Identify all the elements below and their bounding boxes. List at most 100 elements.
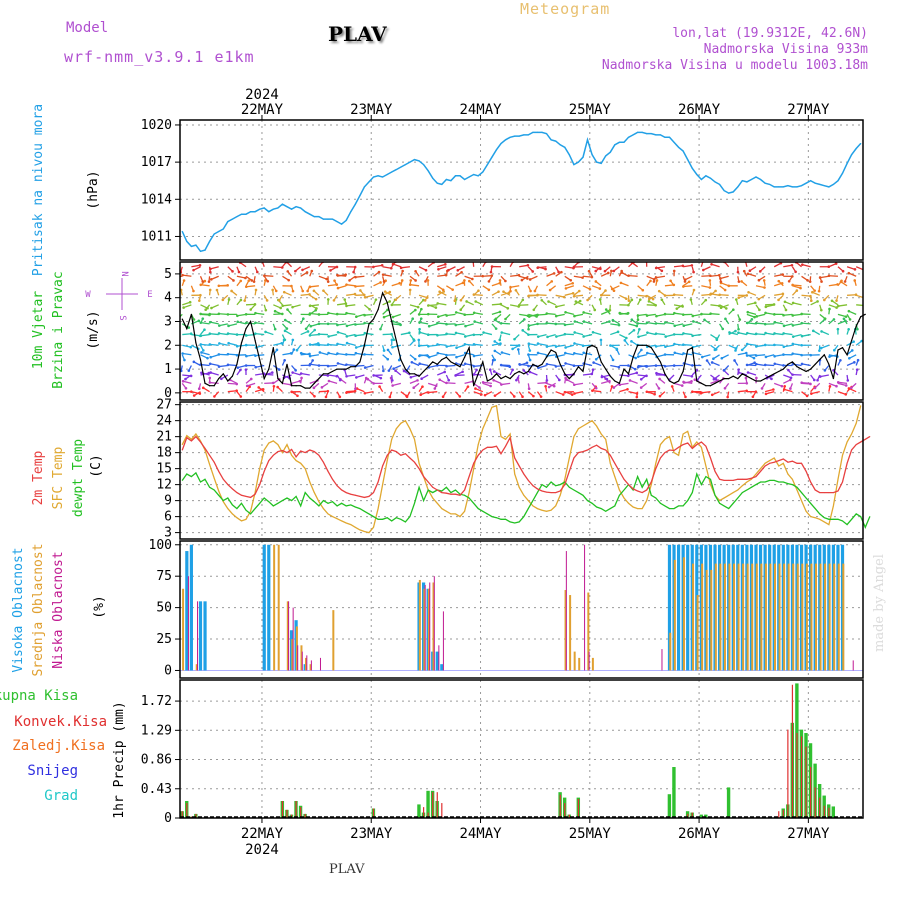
- wind-arrow-head: [394, 369, 397, 372]
- wind-speed-point: [382, 292, 384, 294]
- sfc-temp-point: [536, 508, 538, 510]
- wind-arrow: [200, 363, 210, 367]
- wind-arrow: [564, 282, 573, 287]
- wind-arrow: [828, 283, 838, 287]
- wind-arrow: [747, 371, 757, 376]
- wind-arrow: [737, 352, 747, 356]
- sfc-temp-point: [810, 516, 812, 518]
- temp-2m-point: [810, 481, 812, 483]
- wind-arrow-head: [206, 356, 209, 360]
- temp-2m-point: [286, 452, 288, 454]
- wind-arrow-head: [249, 377, 253, 381]
- temp-2m-point: [473, 462, 475, 464]
- wind-arrow: [255, 354, 265, 357]
- wind-arrow: [365, 364, 374, 369]
- wind-arrow: [692, 333, 702, 337]
- wind-arrow-head: [410, 360, 414, 364]
- wind-arrow: [301, 372, 310, 376]
- temp-2m-point: [209, 454, 211, 456]
- text-layer: 1011101410171020012345369121518212427025…: [0, 87, 830, 858]
- wind-arrow-head: [498, 310, 502, 314]
- wind-arrow: [801, 363, 811, 367]
- wind-arrow: [282, 382, 292, 386]
- panel-frame: [179, 261, 864, 401]
- wind-arrow-head: [454, 374, 457, 377]
- wind-speed-point: [509, 377, 511, 380]
- wind-speed-point: [696, 380, 698, 382]
- wind-speed-point: [345, 368, 347, 370]
- wind-speed-point: [600, 361, 602, 363]
- wind-arrow: [474, 312, 483, 315]
- dewpoint-point: [869, 516, 871, 518]
- wind-arrow: [792, 313, 802, 317]
- wind-axis-title: 10m Vjetar: [31, 291, 46, 369]
- wind-arrow-head: [800, 353, 803, 357]
- wind-arrow-head: [591, 389, 594, 392]
- wind-arrow-head: [720, 356, 724, 360]
- wind-arrow: [419, 344, 429, 347]
- wind-arrow-head: [332, 299, 336, 302]
- wind-arrow-head: [254, 365, 257, 369]
- wind-arrow-head: [712, 377, 716, 381]
- wind-arrow: [774, 354, 784, 357]
- total-precip-bar: [672, 767, 676, 818]
- wind-arrow: [711, 391, 720, 396]
- wind-arrow-head: [780, 384, 784, 388]
- mid-cloud-bar: [569, 595, 572, 671]
- wind-arrow-head: [818, 375, 822, 378]
- pressure-point: [208, 240, 211, 243]
- wind-arrow: [282, 352, 292, 356]
- wind-arrow-head: [839, 280, 843, 284]
- dewpoint-point: [668, 508, 670, 510]
- meteogram-title: Meteogram: [520, 0, 611, 18]
- wind-arrow: [392, 382, 402, 387]
- wind-arrow: [564, 292, 574, 296]
- dewpoint-point: [291, 500, 293, 502]
- wind-arrow-head: [312, 289, 316, 293]
- wind-speed-point: [759, 380, 762, 382]
- dewpoint-point: [691, 492, 693, 494]
- wind-arrow-head: [345, 335, 349, 338]
- high-cloud-bar: [189, 544, 193, 671]
- pressure-point: [236, 216, 238, 218]
- y-tick-label: 0: [164, 663, 172, 678]
- mid-cloud-bar: [332, 610, 335, 671]
- wind-arrow-head: [472, 333, 476, 337]
- dewpoint-point: [814, 508, 816, 510]
- wind-speed-point: [290, 385, 293, 387]
- wind-speed-point: [368, 323, 370, 325]
- wind-arrow-head: [273, 309, 277, 313]
- wind-arrow: [683, 374, 692, 377]
- temp-2m-point: [236, 492, 238, 494]
- wind-arrow-head: [294, 269, 297, 273]
- dewpoint-point: [587, 500, 589, 502]
- pressure-point: [518, 135, 520, 137]
- wind-arrow-head: [477, 289, 480, 293]
- conv-precip-bar: [564, 803, 566, 818]
- wind-arrow: [537, 382, 547, 384]
- temp-2m-point: [441, 492, 443, 494]
- dewpoint-point: [345, 505, 347, 507]
- pressure-point: [427, 170, 429, 172]
- wind-arrow-head: [471, 277, 474, 281]
- sfc-temp-point: [218, 490, 220, 492]
- mid-cloud-bar: [837, 563, 840, 671]
- wind-arrow: [820, 275, 829, 279]
- wind-arrow: [309, 333, 319, 337]
- wind-arrow-head: [327, 379, 331, 383]
- wind-arrow-head: [604, 308, 608, 311]
- wind-arrow: [846, 361, 855, 367]
- wind-arrow: [537, 313, 547, 316]
- wind-arrow: [218, 364, 228, 368]
- dewpoint-point: [350, 504, 352, 506]
- sfc-temp-point: [646, 500, 648, 502]
- sfc-temp-point: [236, 517, 238, 519]
- wind-arrow: [328, 312, 338, 315]
- wind-arrow-head: [742, 269, 746, 273]
- sfc-temp-point: [587, 422, 589, 424]
- wind-arrow-head: [344, 273, 347, 276]
- wind-arrow-head: [646, 331, 649, 334]
- dewpoint-point: [837, 518, 839, 520]
- wind-arrow: [637, 294, 647, 297]
- wind-speed-point: [227, 380, 229, 382]
